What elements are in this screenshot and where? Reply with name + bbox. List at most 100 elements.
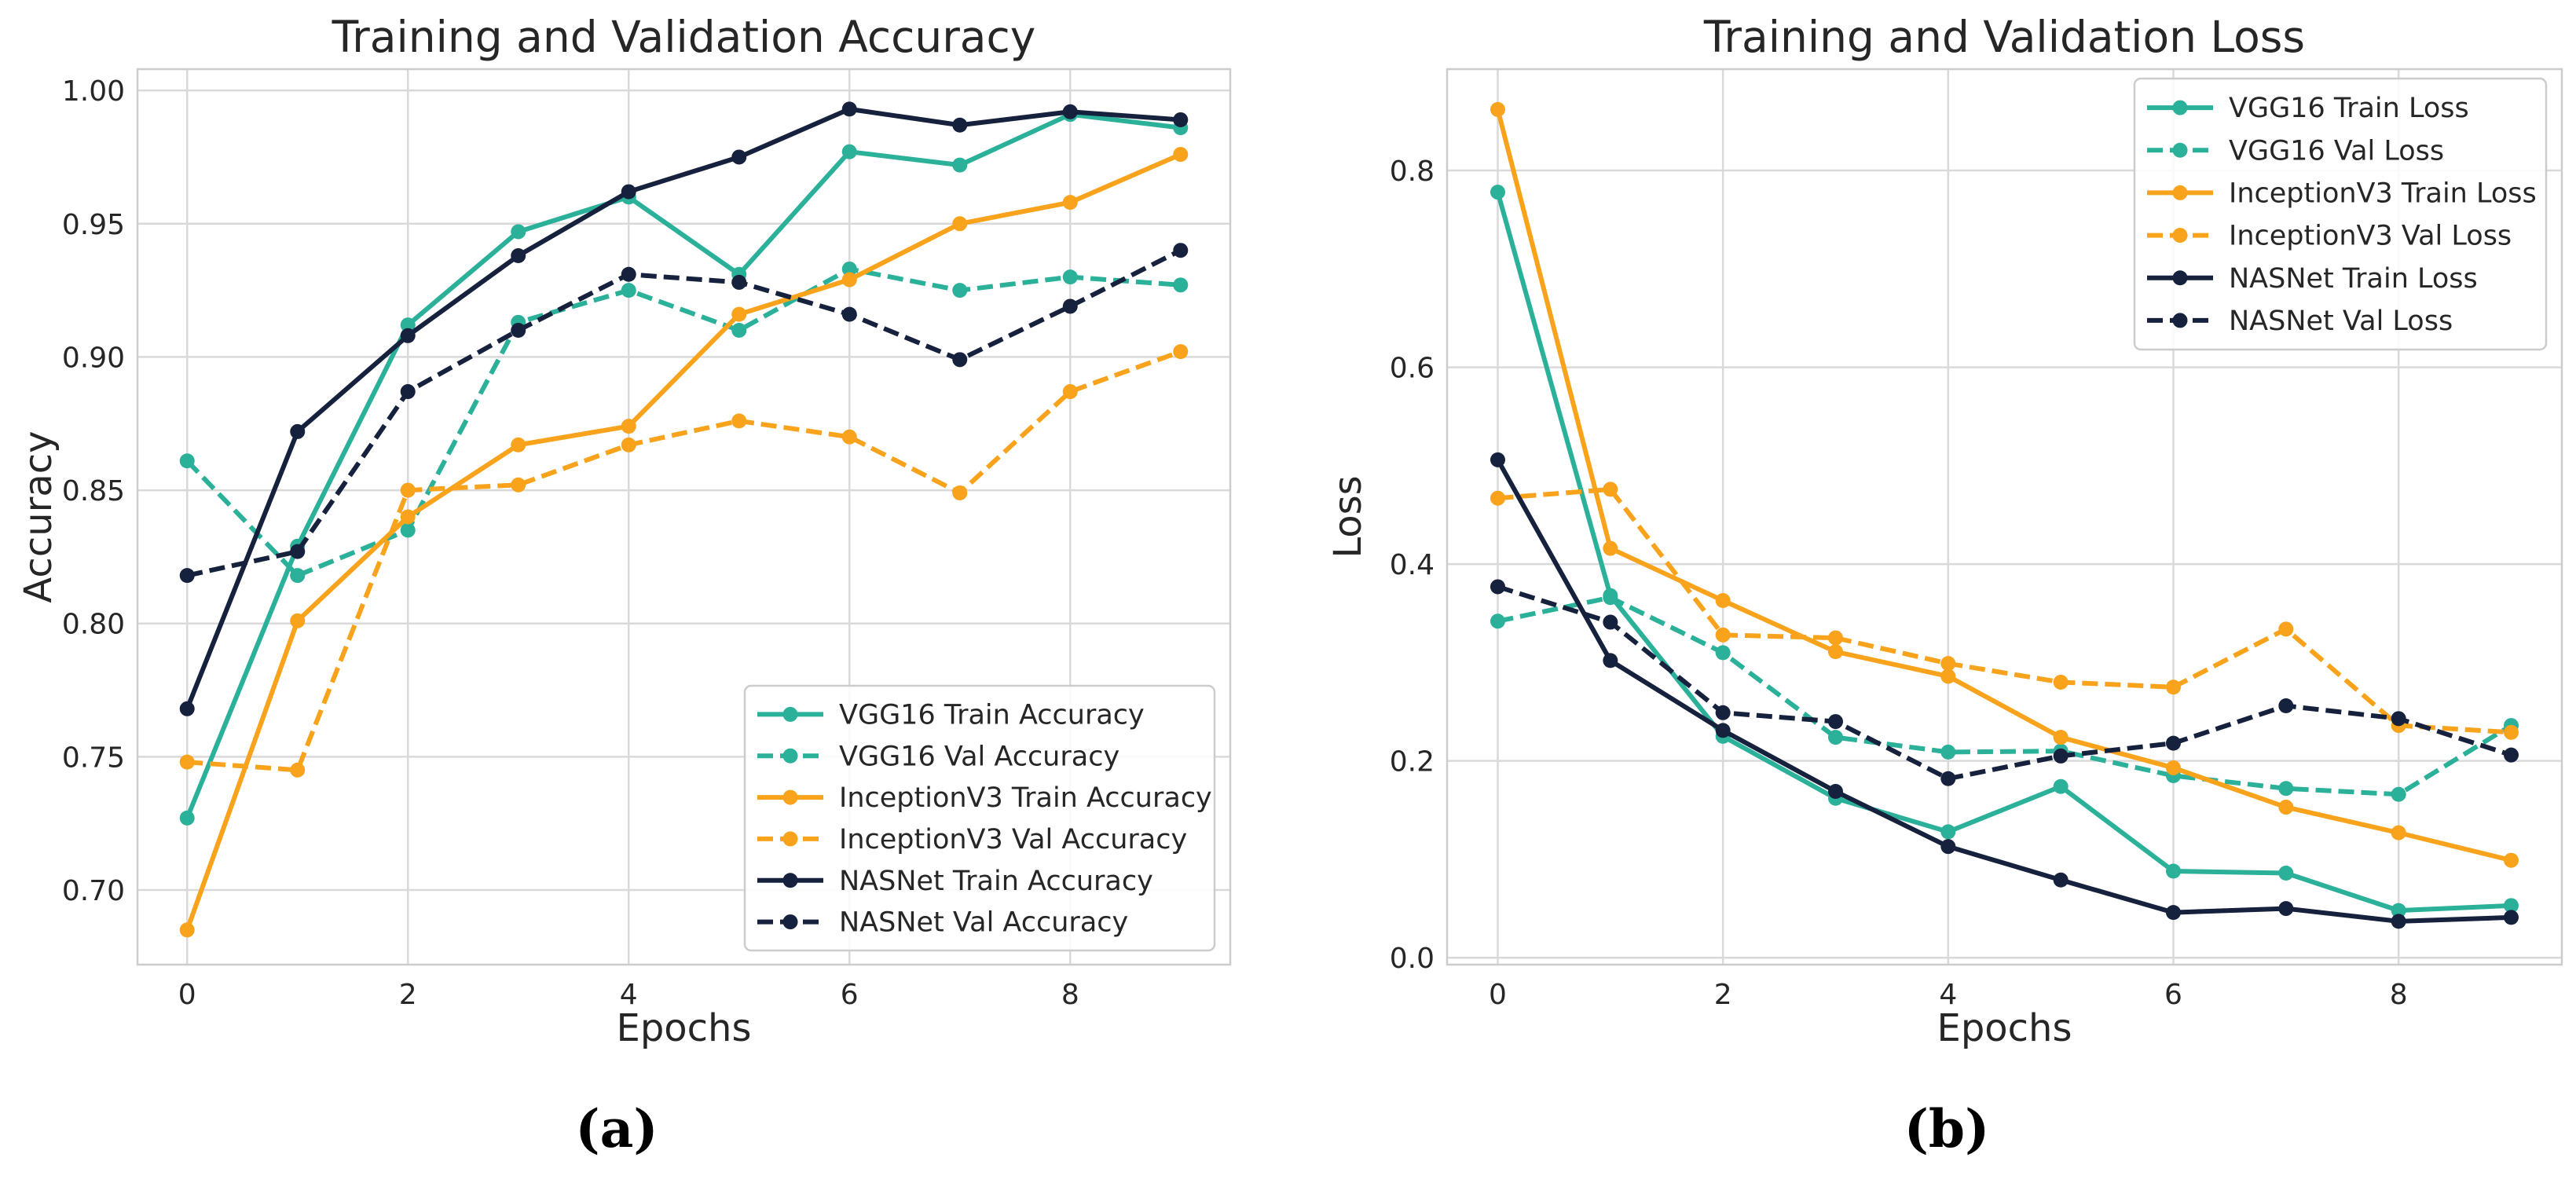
data-point [2504, 852, 2519, 868]
data-point [1715, 627, 1731, 643]
data-point [179, 754, 195, 770]
y-tick-label: 0.4 [1390, 549, 1435, 581]
legend-label: InceptionV3 Val Accuracy [839, 824, 1187, 855]
data-point [1173, 344, 1189, 360]
data-point [841, 272, 857, 288]
data-point [1062, 269, 1078, 285]
x-axis-label: Epochs [617, 1006, 752, 1050]
data-point [1173, 112, 1189, 127]
data-point [2391, 825, 2406, 841]
legend-label: VGG16 Val Loss [2229, 135, 2444, 167]
y-axis-label: Loss [1326, 475, 1370, 558]
data-point [400, 384, 416, 400]
series-line-0 [185, 112, 1182, 819]
plot-frame [1446, 68, 2563, 966]
data-point [1490, 185, 1505, 200]
data-point [2504, 910, 2519, 925]
data-point [511, 323, 526, 338]
y-tick-label: 0.85 [62, 475, 125, 507]
legend-marker [2172, 228, 2188, 244]
data-point [511, 477, 526, 493]
data-point [621, 283, 636, 298]
data-point [731, 413, 747, 429]
data-point [731, 306, 747, 322]
data-point [952, 352, 968, 368]
x-tick-label: 0 [178, 979, 196, 1011]
data-point [2504, 724, 2519, 740]
data-point [731, 323, 747, 338]
data-point [2278, 621, 2294, 637]
data-point [841, 261, 857, 277]
accuracy-panel: 0 2 4 6 8 0.70 0.75 0.80 0.85 0.90 0.95 1.00 Trainin… [16, 12, 1232, 1159]
data-point [179, 701, 195, 716]
series-line-2 [185, 152, 1182, 931]
legend-marker [782, 873, 798, 888]
data-point [1490, 101, 1505, 117]
legend-label: VGG16 Val Accuracy [839, 741, 1119, 772]
legend-label: InceptionV3 Val Loss [2229, 221, 2512, 252]
y-tick-label: 0.95 [62, 209, 125, 241]
series-line-2 [1495, 108, 2512, 863]
data-point [511, 437, 526, 452]
data-point [2166, 905, 2181, 921]
data-point [2278, 698, 2294, 714]
y-tick-label: 1.00 [62, 75, 125, 108]
legend-marker [2172, 270, 2188, 286]
legend-marker [782, 914, 798, 930]
data-point [1940, 839, 1956, 855]
data-point [1173, 147, 1189, 163]
data-point [1828, 644, 1843, 660]
data-point [1828, 714, 1843, 730]
data-point [1940, 656, 1956, 672]
data-point [1173, 243, 1189, 258]
y-tick-label: 0.6 [1390, 353, 1435, 385]
legend-label: NASNet Train Accuracy [839, 866, 1153, 897]
data-point [290, 568, 306, 584]
data-point [290, 613, 306, 628]
data-point [2278, 800, 2294, 815]
data-point [2391, 903, 2406, 918]
data-point [621, 184, 636, 200]
y-tick-label: 0.2 [1390, 746, 1435, 778]
legend-marker [2172, 313, 2188, 328]
x-tick-label: 6 [2164, 979, 2182, 1011]
data-point [2278, 865, 2294, 881]
y-tick-label: 0.70 [62, 875, 125, 907]
data-point [290, 544, 306, 559]
y-tick-label: 0.80 [62, 609, 125, 641]
data-point [841, 101, 857, 117]
x-tick-label: 8 [1061, 979, 1079, 1011]
data-point [511, 224, 526, 240]
data-point [952, 216, 968, 232]
data-point [1715, 705, 1731, 720]
data-point [1828, 630, 1843, 646]
data-point [1940, 824, 1956, 840]
x-tick-label: 8 [2390, 979, 2408, 1011]
data-point [2053, 872, 2068, 888]
y-tick-label: 0.90 [62, 342, 125, 374]
data-point [1490, 452, 1505, 467]
data-point [290, 762, 306, 778]
data-point [2391, 914, 2406, 929]
series-line-1 [185, 266, 1181, 578]
data-point [1940, 668, 1956, 684]
data-point [1173, 277, 1189, 293]
legend-marker [2172, 185, 2188, 200]
data-point [731, 149, 747, 165]
series-line-4 [185, 106, 1181, 710]
data-point [1940, 744, 1956, 760]
x-tick-label: 4 [1939, 979, 1957, 1011]
data-point [2053, 730, 2068, 745]
data-point [1603, 482, 1618, 497]
data-point [1715, 592, 1731, 608]
data-point [2504, 747, 2519, 763]
data-point [179, 453, 195, 469]
series-line-3 [1497, 486, 2512, 735]
data-point [2053, 778, 2068, 794]
data-point [1603, 614, 1618, 630]
legend-marker [782, 831, 798, 847]
data-point [952, 283, 968, 298]
legend-marker [2172, 142, 2188, 158]
legend-label: InceptionV3 Train Accuracy [839, 782, 1212, 814]
